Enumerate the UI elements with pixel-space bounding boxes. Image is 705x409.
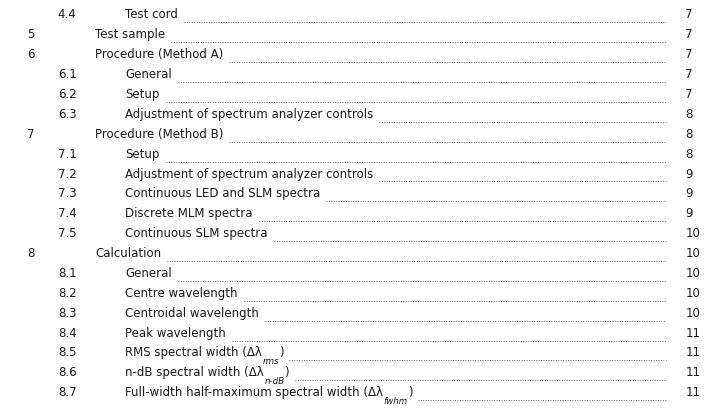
Text: Continuous LED and SLM spectra: Continuous LED and SLM spectra <box>125 187 321 200</box>
Text: General: General <box>125 266 172 279</box>
Text: 8.4: 8.4 <box>58 326 76 339</box>
Text: 9: 9 <box>685 207 693 220</box>
Text: 7: 7 <box>685 88 693 101</box>
Text: Continuous SLM spectra: Continuous SLM spectra <box>125 227 268 240</box>
Text: 10: 10 <box>685 227 700 240</box>
Text: 8: 8 <box>685 108 692 121</box>
Text: 11: 11 <box>685 366 700 378</box>
Text: 8.7: 8.7 <box>58 385 76 398</box>
Text: 8: 8 <box>27 247 34 259</box>
Text: Setup: Setup <box>125 88 160 101</box>
Text: Setup: Setup <box>125 147 160 160</box>
Text: 8.1: 8.1 <box>58 266 76 279</box>
Text: 7.5: 7.5 <box>58 227 76 240</box>
Text: 8.3: 8.3 <box>58 306 76 319</box>
Text: Centre wavelength: Centre wavelength <box>125 286 238 299</box>
Text: 7: 7 <box>685 28 693 41</box>
Text: 5: 5 <box>27 28 34 41</box>
Text: Procedure (Method B): Procedure (Method B) <box>95 128 223 140</box>
Text: ): ) <box>279 346 283 359</box>
Text: 6.2: 6.2 <box>58 88 77 101</box>
Text: 9: 9 <box>685 187 693 200</box>
Text: RMS spectral width (Δλ: RMS spectral width (Δλ <box>125 346 262 359</box>
Text: 7.1: 7.1 <box>58 147 77 160</box>
Text: 7.3: 7.3 <box>58 187 76 200</box>
Text: Calculation: Calculation <box>95 247 161 259</box>
Text: 10: 10 <box>685 286 700 299</box>
Text: Discrete MLM spectra: Discrete MLM spectra <box>125 207 253 220</box>
Text: 8.6: 8.6 <box>58 366 76 378</box>
Text: 10: 10 <box>685 306 700 319</box>
Text: 7: 7 <box>27 128 35 140</box>
Text: 7: 7 <box>685 9 693 21</box>
Text: 8.2: 8.2 <box>58 286 76 299</box>
Text: 7.4: 7.4 <box>58 207 77 220</box>
Text: 11: 11 <box>685 326 700 339</box>
Text: Adjustment of spectrum analyzer controls: Adjustment of spectrum analyzer controls <box>125 167 374 180</box>
Text: fwhm: fwhm <box>384 396 407 405</box>
Text: 9: 9 <box>685 167 693 180</box>
Text: 6.3: 6.3 <box>58 108 76 121</box>
Text: 6: 6 <box>27 48 35 61</box>
Text: Test sample: Test sample <box>95 28 165 41</box>
Text: 11: 11 <box>685 385 700 398</box>
Text: Procedure (Method A): Procedure (Method A) <box>95 48 223 61</box>
Text: Centroidal wavelength: Centroidal wavelength <box>125 306 259 319</box>
Text: 8: 8 <box>685 128 692 140</box>
Text: ): ) <box>407 385 412 398</box>
Text: n-dB: n-dB <box>264 376 284 385</box>
Text: General: General <box>125 68 172 81</box>
Text: Peak wavelength: Peak wavelength <box>125 326 226 339</box>
Text: 10: 10 <box>685 247 700 259</box>
Text: Full-width half-maximum spectral width (Δλ: Full-width half-maximum spectral width (… <box>125 385 384 398</box>
Text: n-dB spectral width (Δλ: n-dB spectral width (Δλ <box>125 366 264 378</box>
Text: 4.4: 4.4 <box>58 9 77 21</box>
Text: ): ) <box>284 366 289 378</box>
Text: rms: rms <box>262 356 279 365</box>
Text: 6.1: 6.1 <box>58 68 77 81</box>
Text: 11: 11 <box>685 346 700 359</box>
Text: Adjustment of spectrum analyzer controls: Adjustment of spectrum analyzer controls <box>125 108 374 121</box>
Text: Test cord: Test cord <box>125 9 178 21</box>
Text: 8: 8 <box>685 147 692 160</box>
Text: 7: 7 <box>685 48 693 61</box>
Text: 7: 7 <box>685 68 693 81</box>
Text: 8.5: 8.5 <box>58 346 76 359</box>
Text: 7.2: 7.2 <box>58 167 77 180</box>
Text: 10: 10 <box>685 266 700 279</box>
